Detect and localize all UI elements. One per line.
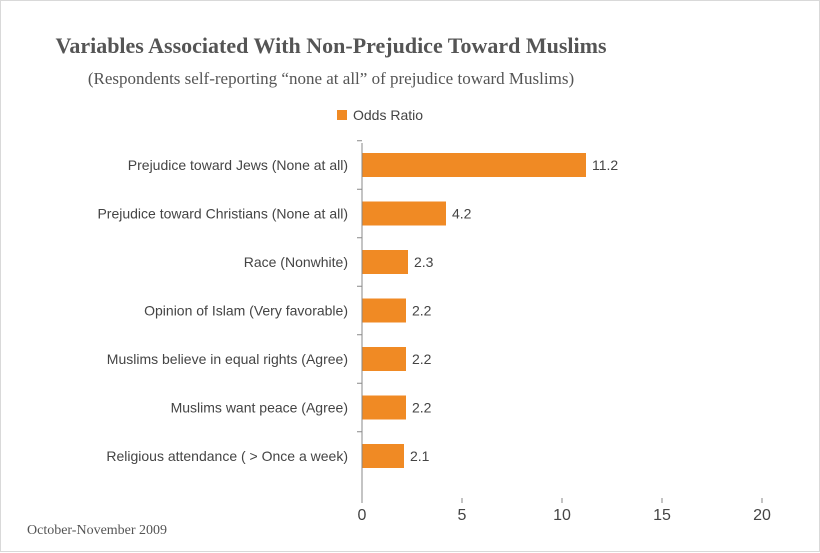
x-tick-label: 5 [458,507,467,524]
data-label: 4.2 [452,206,472,222]
data-label: 2.2 [412,303,432,319]
chart-title: Variables Associated With Non-Prejudice … [55,33,607,58]
bar [362,298,406,323]
x-tick-label: 20 [753,507,771,524]
footer-date: October-November 2009 [27,523,168,538]
category-label: Religious attendance ( > Once a week) [106,448,348,464]
data-label: 2.2 [412,351,432,367]
data-label: 11.2 [592,157,618,173]
chart-subtitle: (Respondents self-reporting “none at all… [87,69,575,88]
bar [362,444,404,468]
bar [362,250,408,274]
legend-swatch [337,110,347,120]
bar [362,347,406,371]
category-label: Opinion of Islam (Very favorable) [144,303,348,319]
category-label: Prejudice toward Christians (None at all… [97,206,348,222]
legend: Odds Ratio [337,105,423,125]
x-tick-label: 10 [553,507,571,524]
category-label: Muslims want peace (Agree) [171,400,348,416]
legend-label: Odds Ratio [353,107,424,123]
x-tick-label: 0 [358,507,367,524]
category-label: Prejudice toward Jews (None at all) [128,157,348,173]
bar [362,201,446,226]
bar [362,395,406,420]
data-label: 2.3 [414,254,434,270]
category-label: Muslims believe in equal rights (Agree) [107,351,348,367]
data-label: 2.1 [410,448,430,464]
x-tick-label: 15 [653,507,671,524]
bar [362,153,586,177]
category-label: Race (Nonwhite) [244,254,348,270]
data-label: 2.2 [412,400,432,416]
